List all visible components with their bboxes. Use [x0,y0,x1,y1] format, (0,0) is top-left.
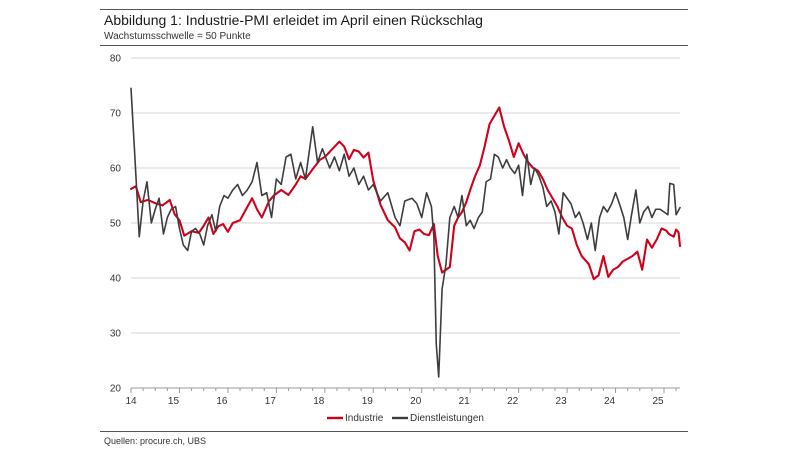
x-tick-label: 23 [556,396,568,407]
x-tick-label: 19 [362,396,374,407]
legend-label-industrie: Industrie [345,413,384,424]
top-rule [100,9,688,10]
chart-subtitle: Wachstumsschwelle = 50 Punkte [104,31,251,42]
y-tick-label: 60 [110,164,122,175]
source-note: Quellen: procure.ch, UBS [104,436,207,446]
x-tick-label: 14 [125,396,137,407]
y-axis-ticks: 20 30 40 50 60 70 80 [110,54,122,395]
y-tick-label: 80 [110,54,122,65]
y-tick-label: 20 [110,384,122,395]
x-tick-label: 21 [459,396,471,407]
x-tick-label: 15 [168,396,180,407]
dienstleistungen-line [130,87,681,378]
x-tick-label: 22 [507,396,519,407]
x-tick-label: 24 [604,396,616,407]
y-tick-label: 40 [110,274,122,285]
y-tick-label: 30 [110,329,122,340]
y-tick-label: 50 [110,219,122,230]
x-axis: 14 15 16 17 18 19 20 21 22 23 24 25 [125,387,680,407]
x-tick-label: 25 [652,396,664,407]
y-tick-label: 70 [110,109,122,120]
legend-label-dienstleistungen: Dienstleistungen [410,413,484,424]
chart-title: Abbildung 1: Industrie-PMI erleidet im A… [104,12,483,28]
x-tick-label: 18 [313,396,325,407]
footer-rule [100,431,688,432]
industrie-line [129,106,682,281]
header-rule [100,45,688,46]
series-lines [129,87,682,378]
legend: Industrie Dienstleistungen [327,413,484,424]
x-tick-label: 20 [410,396,422,407]
x-tick-label: 17 [265,396,277,407]
x-tick-label: 16 [216,396,228,407]
